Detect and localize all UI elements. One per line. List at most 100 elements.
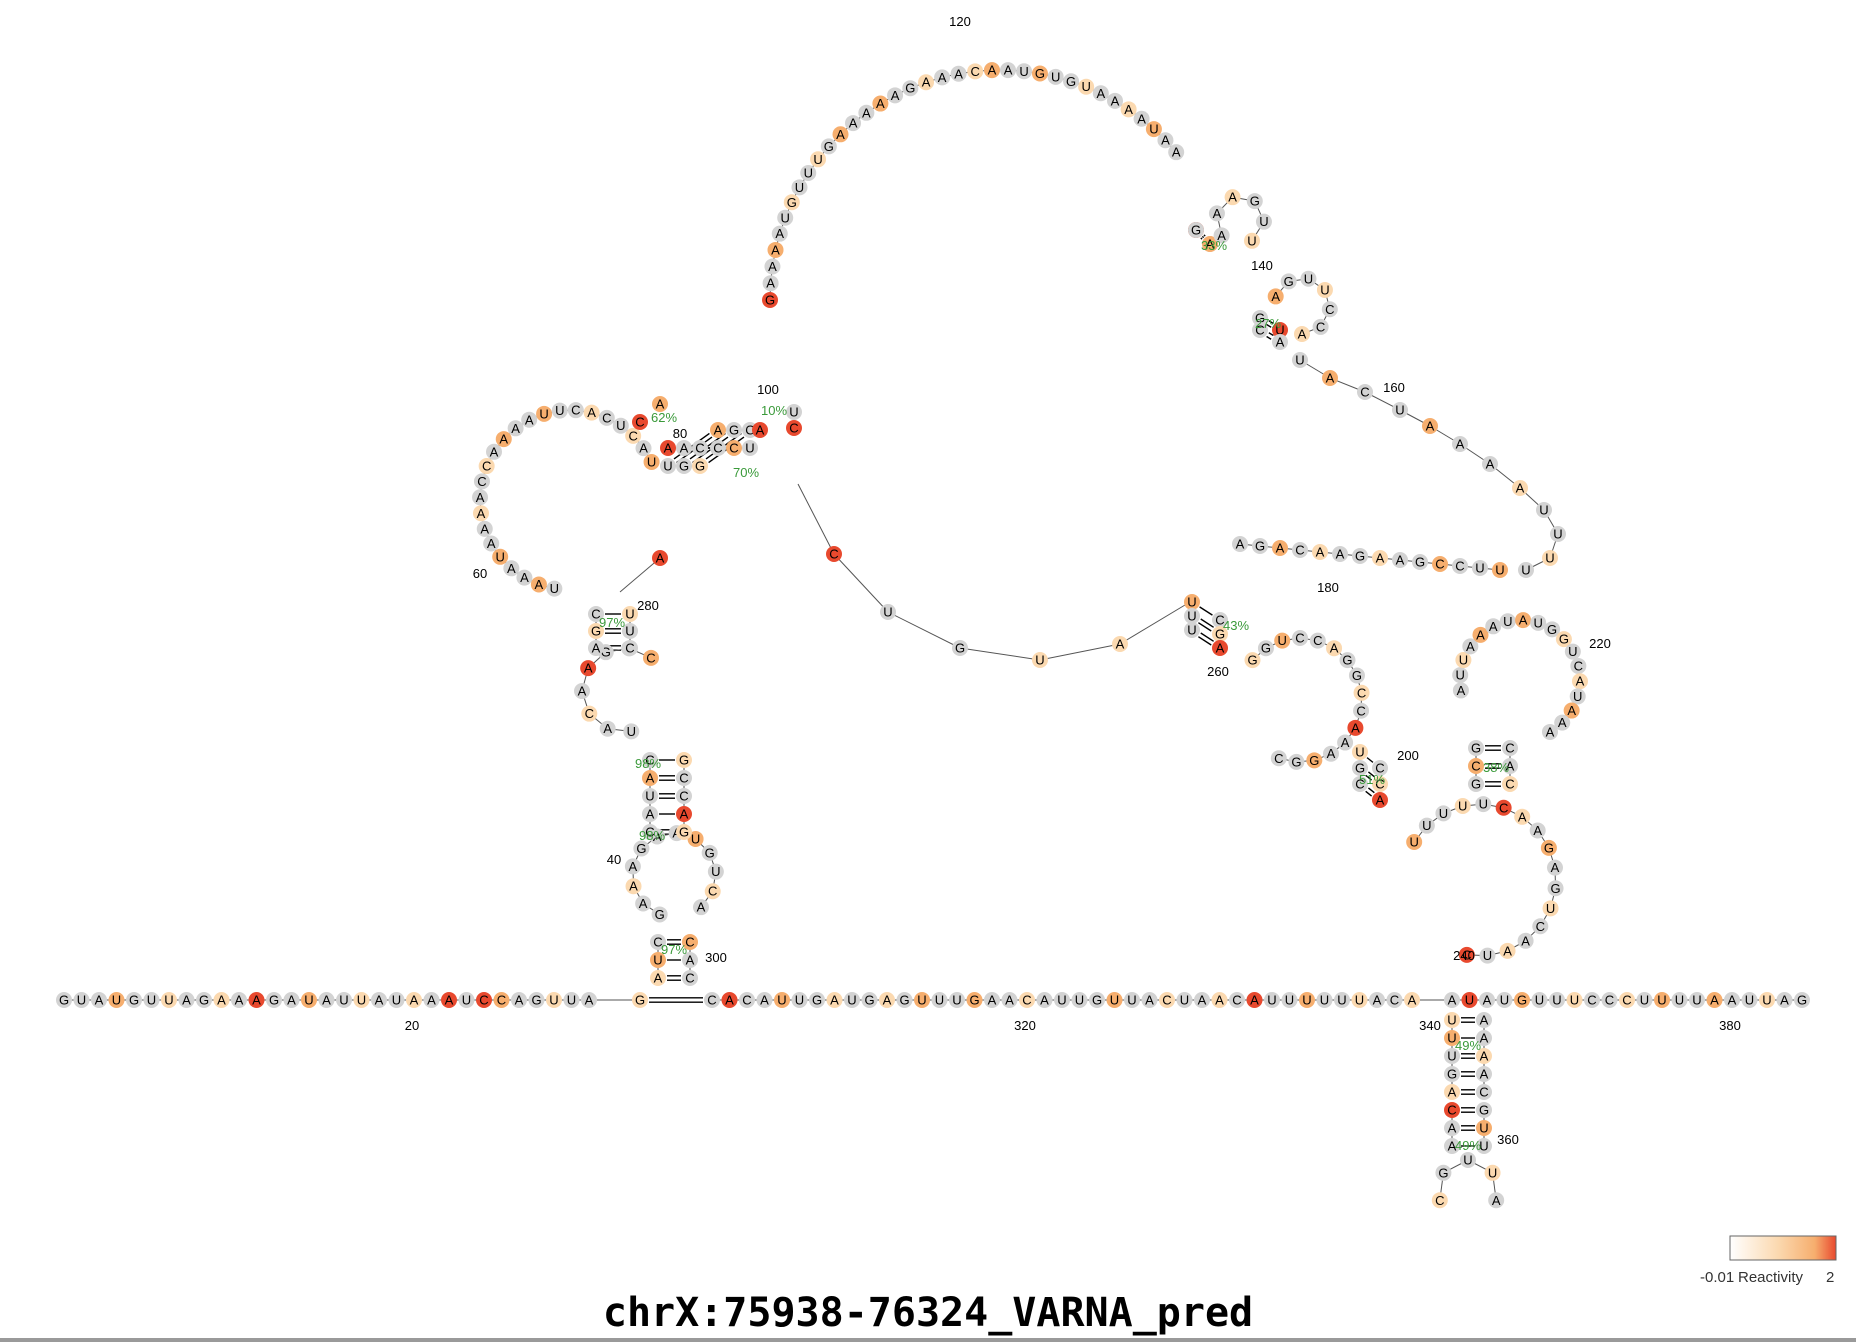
nucleotide-circle — [1159, 992, 1175, 1008]
nucleotide-circle — [1054, 992, 1070, 1008]
nucleotide-circle — [406, 992, 422, 1008]
nucleotide-circle — [1188, 222, 1204, 238]
nucleotide-circle — [1479, 992, 1495, 1008]
nucleotide: C — [622, 640, 638, 656]
nucleotide-circle — [581, 992, 597, 1008]
nucleotide-circle — [301, 992, 317, 1008]
nucleotide: U — [1479, 947, 1496, 964]
position-label: 260 — [1207, 664, 1229, 679]
nucleotide: G — [902, 80, 919, 97]
nucleotide-circle — [563, 992, 580, 1008]
nucleotide: U — [1281, 992, 1298, 1008]
nucleotide: C — [1321, 301, 1338, 318]
nucleotide-circle — [1531, 992, 1548, 1008]
nucleotide: A — [1000, 62, 1017, 79]
nucleotide: U — [1530, 614, 1547, 631]
nucleotide-circle — [676, 770, 692, 786]
nucleotide: U — [612, 417, 629, 434]
nucleotide: C — [1619, 992, 1635, 1008]
nucleotide-circle — [1479, 947, 1496, 964]
position-label: 300 — [705, 950, 727, 965]
nucleotide-circle — [588, 640, 604, 656]
nucleotide: C — [704, 992, 720, 1008]
nucleotide: U — [563, 992, 580, 1008]
nucleotide: C — [1229, 992, 1245, 1008]
nucleotide-circle — [1476, 1030, 1492, 1046]
nucleotide-circle — [516, 569, 533, 586]
nucleotide: G — [1444, 1066, 1460, 1082]
nucleotide: U — [1299, 992, 1315, 1008]
nucleotide-circle — [583, 404, 600, 421]
nucleotide-circle — [1759, 992, 1775, 1008]
nucleotide-circle — [1212, 640, 1228, 656]
nucleotide-circle — [73, 992, 90, 1008]
nucleotide-circle — [1292, 630, 1308, 646]
nucleotide-circle — [887, 87, 904, 104]
nucleotide: U — [1564, 643, 1581, 660]
nucleotide: C — [493, 992, 510, 1008]
nucleotide: A — [984, 992, 1000, 1008]
nucleotide-circle — [1518, 562, 1534, 578]
nucleotide: U — [1418, 817, 1435, 834]
nucleotide: A — [710, 422, 726, 438]
nucleotide: C — [650, 934, 666, 950]
nucleotide-circle — [1272, 334, 1288, 350]
nucleotide: U — [1472, 560, 1488, 576]
nucleotide-circle — [588, 606, 604, 622]
nucleotide-circle — [1316, 281, 1333, 298]
nucleotide: A — [756, 992, 773, 1008]
nucleotide-circle — [1418, 817, 1435, 834]
nucleotide: C — [1212, 612, 1228, 628]
nucleotide-circle — [1444, 1066, 1460, 1082]
nucleotide: U — [1435, 805, 1452, 822]
nucleotide-circle — [1482, 456, 1498, 472]
nucleotide-circle — [126, 992, 142, 1008]
nucleotide: U — [1455, 652, 1472, 669]
nucleotide: G — [1280, 273, 1297, 290]
nucleotide: C — [1452, 558, 1468, 574]
nucleotide: A — [1444, 1084, 1460, 1100]
nucleotide-circle — [756, 992, 773, 1008]
nucleotide: G — [1089, 992, 1105, 1008]
nucleotide-circle — [1252, 538, 1268, 554]
nucleotide: C — [1353, 702, 1370, 719]
nucleotide: A — [1133, 110, 1150, 127]
nucleotide-circle — [336, 992, 352, 1008]
nucleotide-circle — [353, 992, 370, 1008]
nucleotide: U — [1392, 402, 1408, 418]
nucleotide-circle — [1352, 760, 1368, 776]
nucleotide-circle — [1326, 640, 1343, 657]
nucleotide: G — [56, 992, 72, 1008]
position-label: 140 — [1251, 258, 1273, 273]
nucleotide-circle — [1272, 322, 1288, 338]
nucleotide-circle — [266, 992, 282, 1008]
nucleotide-circle — [1476, 1084, 1492, 1100]
nucleotide-circle — [1671, 992, 1688, 1008]
nucleotide: G — [896, 992, 913, 1008]
nucleotide-circle — [1476, 1012, 1492, 1028]
nucleotide: A — [599, 720, 616, 737]
nucleotide-circle — [1532, 918, 1549, 935]
nucleotide-circle — [858, 104, 875, 121]
nucleotide-circle — [676, 440, 692, 456]
nucleotide: U — [492, 548, 509, 565]
nucleotide-circle — [650, 934, 666, 950]
nucleotide-circle — [1078, 78, 1095, 95]
nucleotide: U — [1741, 992, 1758, 1008]
nucleotide-circle — [1794, 992, 1810, 1008]
nucleotide-circle — [1352, 776, 1368, 792]
nucleotide: A — [918, 74, 935, 91]
nucleotide: G — [783, 194, 800, 211]
nucleotide: A — [692, 899, 709, 916]
nucleotide: A — [1502, 758, 1518, 774]
nucleotide: A — [887, 87, 904, 104]
nucleotide-circle — [1455, 652, 1472, 669]
nucleotide-circle — [1124, 992, 1140, 1008]
nucleotide-circle — [1544, 621, 1561, 638]
nucleotide: U — [1176, 992, 1193, 1008]
nucleotide: U — [1184, 622, 1200, 638]
nucleotide-circle — [1120, 101, 1137, 118]
nucleotide: U — [1452, 667, 1469, 684]
nucleotide: U — [844, 992, 860, 1008]
nucleotide: U — [622, 623, 638, 639]
